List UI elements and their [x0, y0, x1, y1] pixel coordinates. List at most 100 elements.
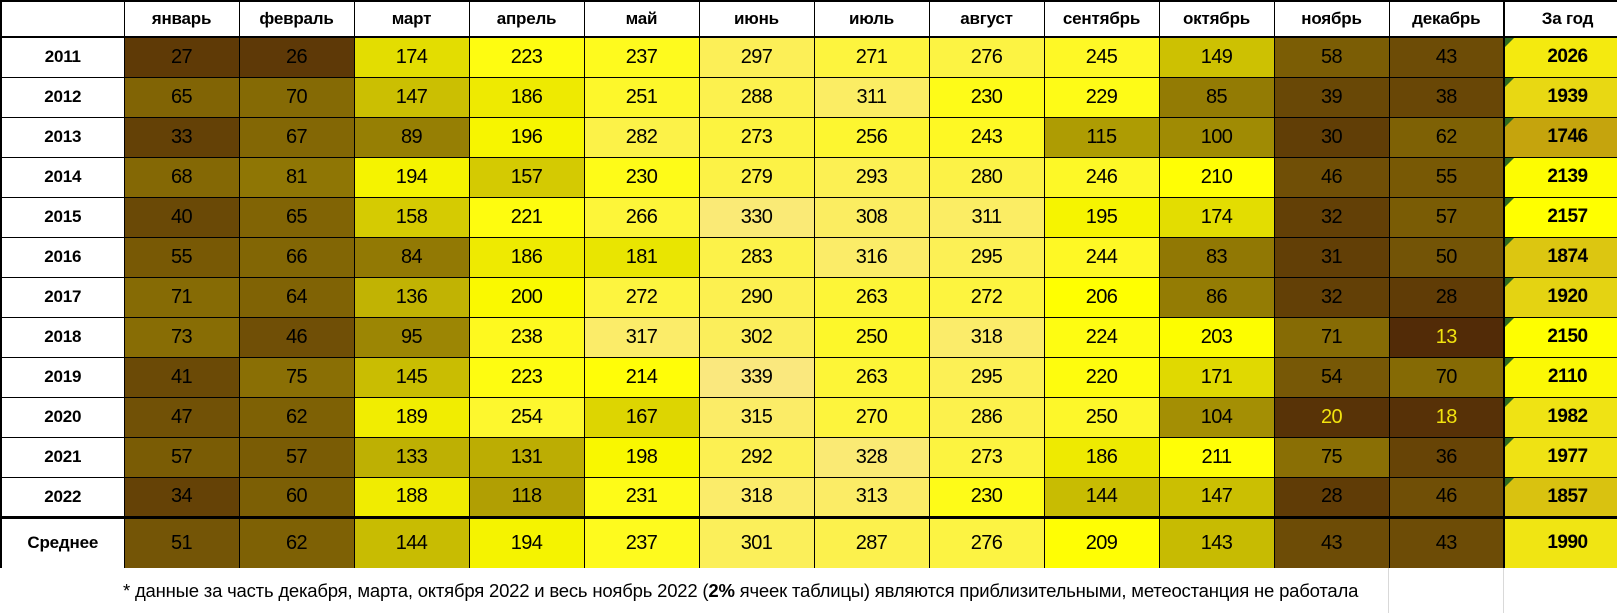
year-total-cell[interactable]: 2110 [1503, 356, 1617, 398]
month-value-cell[interactable]: 276 [928, 36, 1045, 78]
month-column-header[interactable]: август [928, 0, 1045, 38]
month-value-cell[interactable]: 243 [928, 116, 1045, 158]
month-value-cell[interactable]: 171 [1158, 356, 1275, 398]
month-column-header[interactable]: январь [123, 0, 240, 38]
month-value-cell[interactable]: 256 [813, 116, 930, 158]
month-value-cell[interactable]: 83 [1158, 236, 1275, 278]
month-value-cell[interactable]: 313 [813, 476, 930, 518]
month-value-cell[interactable]: 230 [583, 156, 700, 198]
row-header[interactable]: 2013 [0, 116, 125, 158]
month-value-cell[interactable]: 220 [1043, 356, 1160, 398]
month-value-cell[interactable]: 70 [1388, 356, 1505, 398]
month-value-cell[interactable]: 287 [813, 515, 930, 570]
month-value-cell[interactable]: 67 [238, 116, 355, 158]
month-value-cell[interactable]: 263 [813, 356, 930, 398]
row-header[interactable]: Среднее [0, 515, 125, 570]
month-column-header[interactable]: июль [813, 0, 930, 38]
month-value-cell[interactable]: 174 [1158, 196, 1275, 238]
month-value-cell[interactable]: 100 [1158, 116, 1275, 158]
month-value-cell[interactable]: 60 [238, 476, 355, 518]
year-total-cell[interactable]: 1920 [1503, 276, 1617, 318]
month-value-cell[interactable]: 209 [1043, 515, 1160, 570]
month-value-cell[interactable]: 174 [353, 36, 470, 78]
month-value-cell[interactable]: 47 [123, 396, 240, 438]
month-value-cell[interactable]: 57 [238, 436, 355, 478]
month-value-cell[interactable]: 330 [698, 196, 815, 238]
month-value-cell[interactable]: 223 [468, 36, 585, 78]
year-total-cell[interactable]: 1857 [1503, 476, 1617, 518]
month-value-cell[interactable]: 30 [1273, 116, 1390, 158]
month-value-cell[interactable]: 104 [1158, 396, 1275, 438]
year-total-cell[interactable]: 1977 [1503, 436, 1617, 478]
month-value-cell[interactable]: 39 [1273, 76, 1390, 118]
month-value-cell[interactable]: 85 [1158, 76, 1275, 118]
month-value-cell[interactable]: 266 [583, 196, 700, 238]
footnote-row[interactable]: * данные за часть декабря, марта, октябр… [0, 568, 1617, 613]
month-column-header[interactable]: декабрь [1388, 0, 1505, 38]
month-column-header[interactable]: июнь [698, 0, 815, 38]
month-value-cell[interactable]: 283 [698, 236, 815, 278]
month-value-cell[interactable]: 65 [238, 196, 355, 238]
row-header[interactable]: 2018 [0, 316, 125, 358]
month-value-cell[interactable]: 26 [238, 36, 355, 78]
month-value-cell[interactable]: 282 [583, 116, 700, 158]
month-value-cell[interactable]: 58 [1273, 36, 1390, 78]
month-value-cell[interactable]: 147 [353, 76, 470, 118]
month-value-cell[interactable]: 73 [123, 316, 240, 358]
month-value-cell[interactable]: 276 [928, 515, 1045, 570]
month-value-cell[interactable]: 43 [1273, 515, 1390, 570]
month-value-cell[interactable]: 250 [1043, 396, 1160, 438]
month-value-cell[interactable]: 46 [1388, 476, 1505, 518]
month-value-cell[interactable]: 189 [353, 396, 470, 438]
month-value-cell[interactable]: 288 [698, 76, 815, 118]
month-value-cell[interactable]: 286 [928, 396, 1045, 438]
month-value-cell[interactable]: 272 [583, 276, 700, 318]
month-value-cell[interactable]: 65 [123, 76, 240, 118]
month-column-header[interactable]: май [583, 0, 700, 38]
month-value-cell[interactable]: 230 [928, 476, 1045, 518]
month-value-cell[interactable]: 34 [123, 476, 240, 518]
month-value-cell[interactable]: 238 [468, 316, 585, 358]
month-value-cell[interactable]: 86 [1158, 276, 1275, 318]
month-value-cell[interactable]: 118 [468, 476, 585, 518]
month-value-cell[interactable]: 75 [238, 356, 355, 398]
month-value-cell[interactable]: 28 [1273, 476, 1390, 518]
month-value-cell[interactable]: 211 [1158, 436, 1275, 478]
month-value-cell[interactable]: 230 [928, 76, 1045, 118]
month-column-header[interactable]: ноябрь [1273, 0, 1390, 38]
total-column-header[interactable]: За год [1503, 0, 1617, 38]
month-value-cell[interactable]: 245 [1043, 36, 1160, 78]
month-value-cell[interactable]: 57 [1388, 196, 1505, 238]
month-value-cell[interactable]: 55 [123, 236, 240, 278]
row-header[interactable]: 2021 [0, 436, 125, 478]
month-value-cell[interactable]: 62 [1388, 116, 1505, 158]
month-value-cell[interactable]: 75 [1273, 436, 1390, 478]
month-value-cell[interactable]: 41 [123, 356, 240, 398]
month-value-cell[interactable]: 206 [1043, 276, 1160, 318]
month-value-cell[interactable]: 311 [813, 76, 930, 118]
month-column-header[interactable]: февраль [238, 0, 355, 38]
month-value-cell[interactable]: 57 [123, 436, 240, 478]
month-value-cell[interactable]: 223 [468, 356, 585, 398]
month-value-cell[interactable]: 186 [468, 236, 585, 278]
month-value-cell[interactable]: 157 [468, 156, 585, 198]
month-value-cell[interactable]: 237 [583, 36, 700, 78]
month-value-cell[interactable]: 194 [468, 515, 585, 570]
month-value-cell[interactable]: 295 [928, 236, 1045, 278]
month-value-cell[interactable]: 290 [698, 276, 815, 318]
month-value-cell[interactable]: 246 [1043, 156, 1160, 198]
month-value-cell[interactable]: 224 [1043, 316, 1160, 358]
corner-cell[interactable] [0, 0, 125, 38]
year-total-cell[interactable]: 2150 [1503, 316, 1617, 358]
year-total-cell[interactable]: 1982 [1503, 396, 1617, 438]
month-value-cell[interactable]: 51 [123, 515, 240, 570]
month-value-cell[interactable]: 62 [238, 396, 355, 438]
month-value-cell[interactable]: 328 [813, 436, 930, 478]
month-value-cell[interactable]: 229 [1043, 76, 1160, 118]
month-value-cell[interactable]: 311 [928, 196, 1045, 238]
month-value-cell[interactable]: 54 [1273, 356, 1390, 398]
month-value-cell[interactable]: 36 [1388, 436, 1505, 478]
month-value-cell[interactable]: 89 [353, 116, 470, 158]
month-value-cell[interactable]: 318 [698, 476, 815, 518]
month-value-cell[interactable]: 237 [583, 515, 700, 570]
